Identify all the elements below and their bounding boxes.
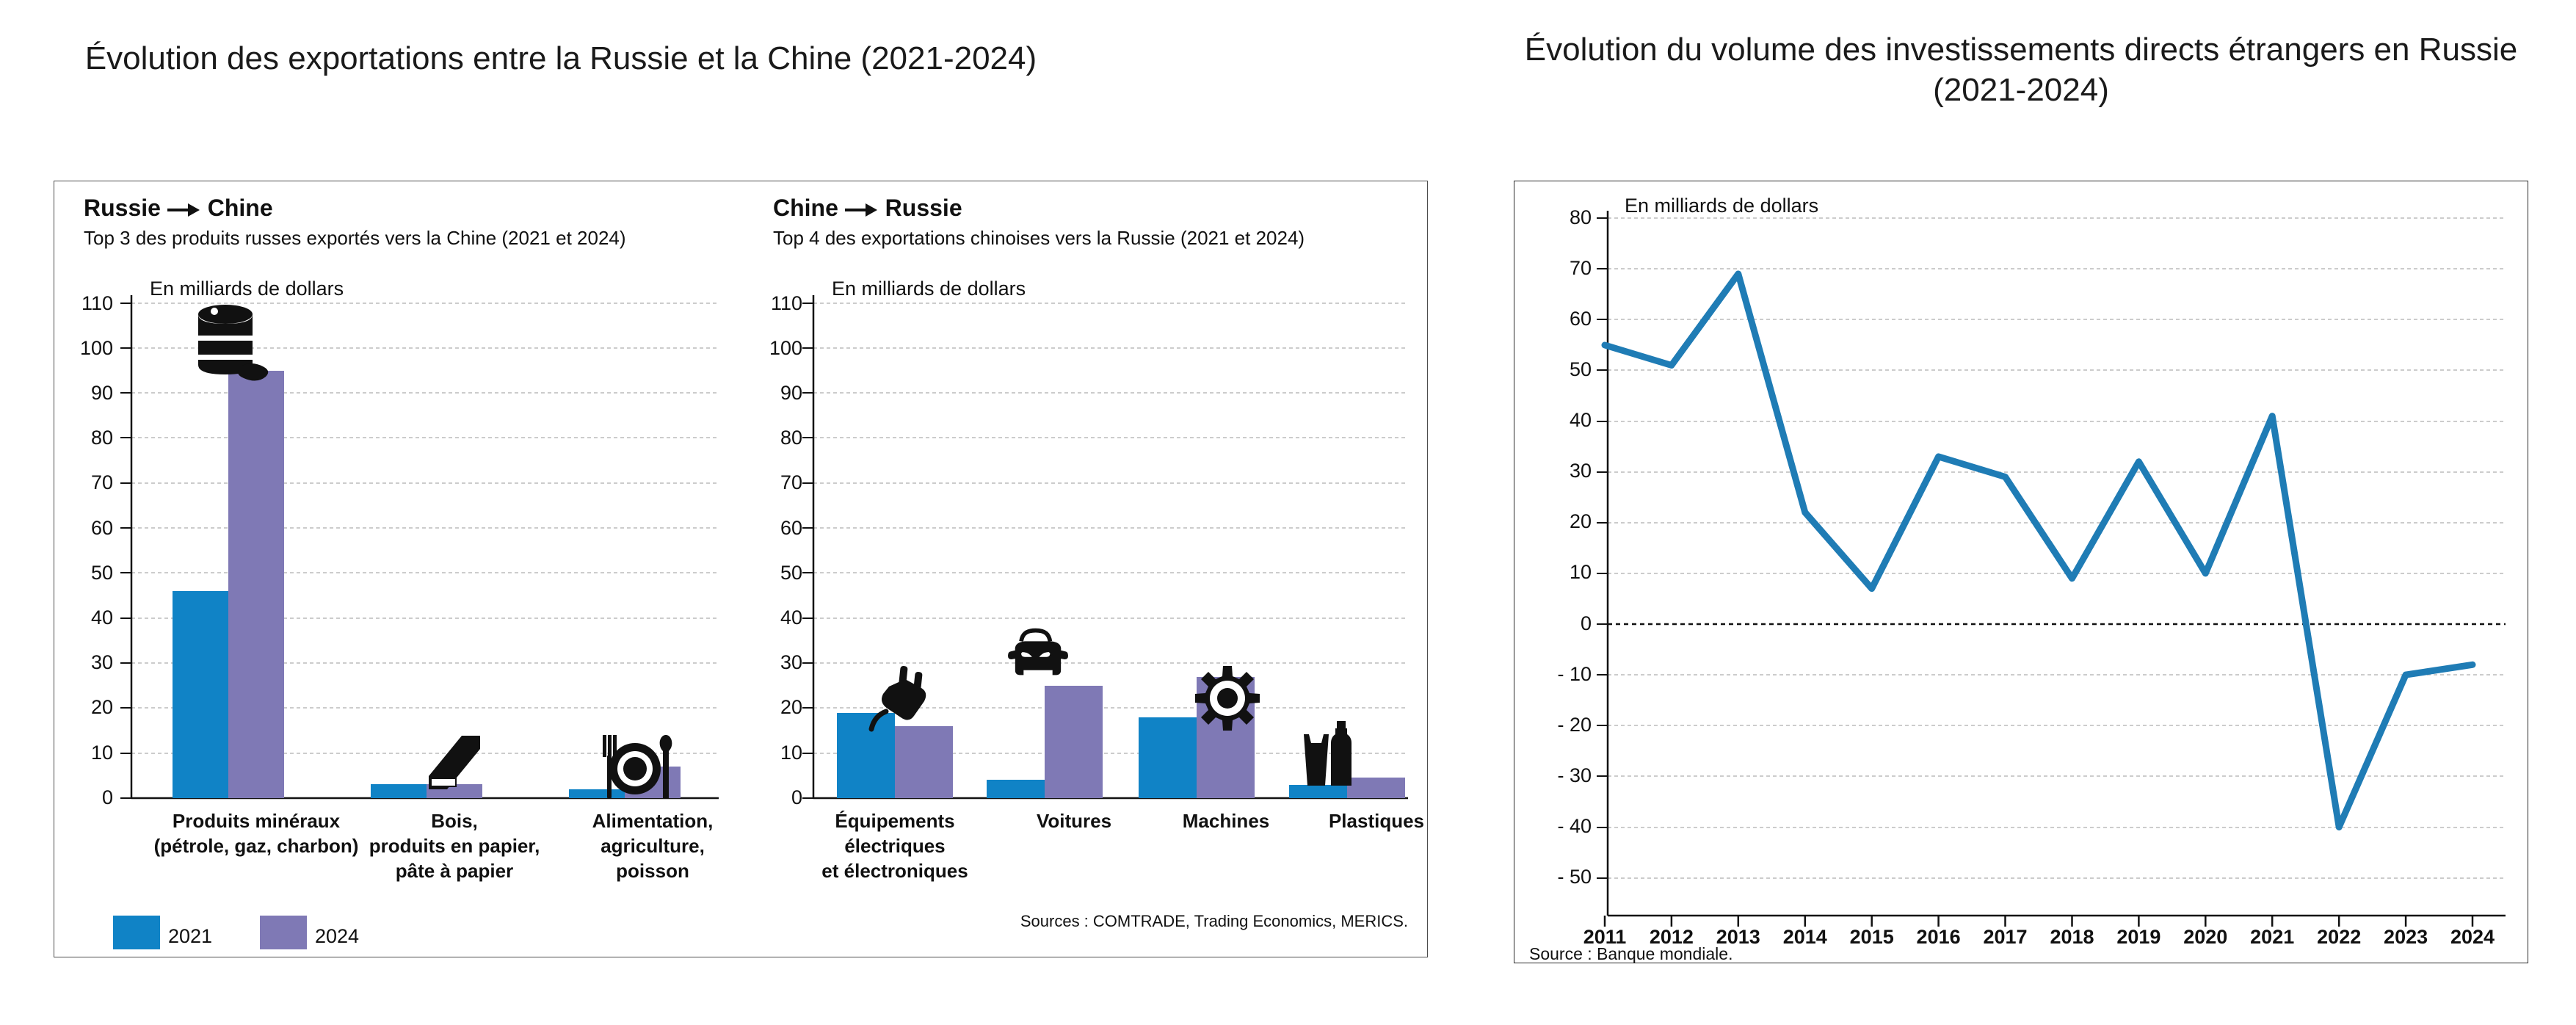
svg-text:2021: 2021 <box>168 925 212 947</box>
svg-text:2014: 2014 <box>1783 926 1827 948</box>
svg-text:40: 40 <box>780 606 802 629</box>
svg-text:- 40: - 40 <box>1557 815 1592 837</box>
svg-text:Voitures: Voitures <box>1037 810 1111 832</box>
svg-text:70: 70 <box>780 471 802 493</box>
svg-text:2017: 2017 <box>1983 926 2027 948</box>
svg-text:50: 50 <box>780 562 802 584</box>
svg-text:2024: 2024 <box>315 925 359 947</box>
svg-text:Équipements: Équipements <box>835 810 954 832</box>
svg-text:70: 70 <box>1570 257 1592 279</box>
svg-text:Source : Banque mondiale.: Source : Banque mondiale. <box>1529 944 1733 963</box>
svg-text:20: 20 <box>780 696 802 718</box>
svg-text:2021: 2021 <box>2250 926 2294 948</box>
svg-text:110: 110 <box>771 292 802 314</box>
svg-text:60: 60 <box>780 517 802 539</box>
svg-text:30: 30 <box>1570 460 1592 482</box>
svg-text:En milliards de dollars: En milliards de dollars <box>1625 195 1818 217</box>
svg-text:2022: 2022 <box>2317 926 2361 948</box>
svg-text:40: 40 <box>1570 409 1592 431</box>
svg-text:10: 10 <box>1570 561 1592 583</box>
svg-text:30: 30 <box>780 651 802 673</box>
svg-text:2020: 2020 <box>2183 926 2227 948</box>
svg-text:50: 50 <box>1570 358 1592 380</box>
svg-text:90: 90 <box>780 382 802 404</box>
svg-text:80: 80 <box>780 427 802 449</box>
svg-text:10: 10 <box>780 742 802 764</box>
svg-text:- 10: - 10 <box>1557 663 1592 685</box>
svg-text:60: 60 <box>1570 308 1592 330</box>
svg-text:En milliards de dollars: En milliards de dollars <box>832 278 1026 300</box>
svg-text:- 30: - 30 <box>1557 764 1592 786</box>
svg-text:2024: 2024 <box>2450 926 2495 948</box>
svg-text:0: 0 <box>791 786 802 808</box>
svg-text:20: 20 <box>1570 510 1592 532</box>
svg-text:- 20: - 20 <box>1557 714 1592 736</box>
svg-text:électriques: électriques <box>844 835 945 857</box>
svg-text:2018: 2018 <box>2050 926 2094 948</box>
svg-text:80: 80 <box>1570 206 1592 228</box>
svg-text:2019: 2019 <box>2116 926 2160 948</box>
svg-text:2016: 2016 <box>1917 926 1961 948</box>
svg-text:2015: 2015 <box>1850 926 1894 948</box>
svg-text:Plastiques: Plastiques <box>1329 810 1424 832</box>
svg-text:- 50: - 50 <box>1557 866 1592 888</box>
svg-text:100: 100 <box>769 337 802 359</box>
svg-text:et électroniques: et électroniques <box>821 860 968 882</box>
svg-text:0: 0 <box>1581 612 1592 634</box>
svg-text:Machines: Machines <box>1183 810 1270 832</box>
svg-text:2023: 2023 <box>2384 926 2428 948</box>
svg-text:Sources : COMTRADE, Trading Ec: Sources : COMTRADE, Trading Economics, M… <box>1020 912 1408 930</box>
